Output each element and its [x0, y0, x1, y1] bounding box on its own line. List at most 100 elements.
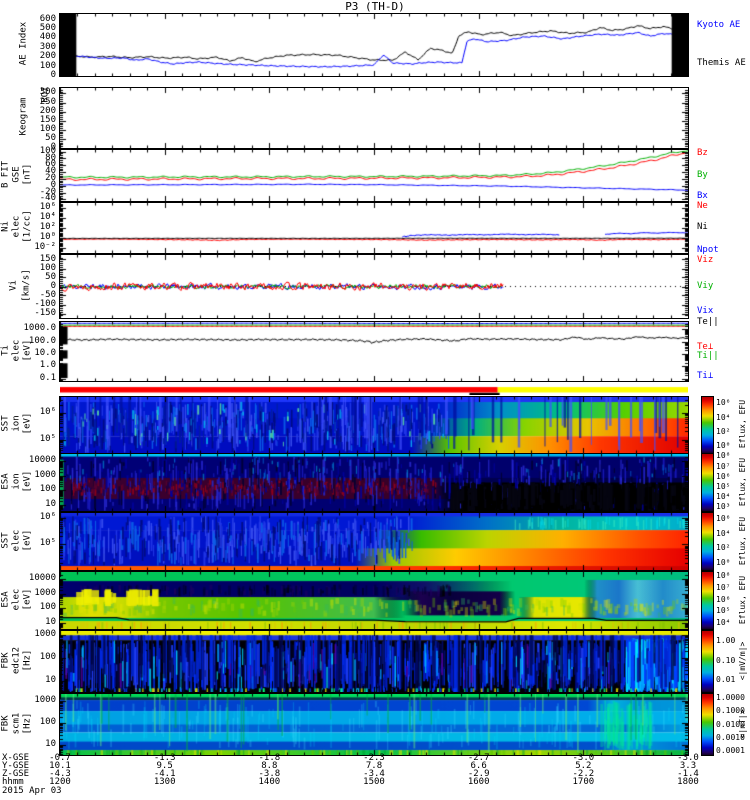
y-tick-label: 10⁶	[39, 511, 56, 522]
y-tick-label: 10	[45, 617, 56, 628]
colorbar-tick-label: 0.10	[716, 655, 736, 665]
axis-value: 5.2	[575, 761, 592, 771]
colorbar-tick-label: 10⁴	[716, 412, 731, 422]
panel-sst-elec	[59, 512, 689, 571]
panel-velocity	[59, 254, 689, 319]
axis-row-label: Z-GSE	[2, 769, 30, 779]
y-tick-label: 1000.0	[23, 323, 56, 334]
colorbar-tick-label: 10⁵	[716, 482, 731, 492]
colorbar-tick-label: 10⁶	[716, 471, 731, 481]
series-label: Te⊥	[697, 341, 714, 352]
axis-value: -4.3	[49, 769, 71, 779]
panel-fbk-edc12	[59, 630, 689, 693]
axis-value: -1.4	[677, 769, 699, 779]
y-tick-label: 1000	[34, 695, 56, 706]
series-label: Themis AE	[697, 57, 746, 68]
colorbar-tick-label: 10⁶	[716, 514, 731, 524]
colorbar-unit-label: <|nT|>	[738, 709, 747, 738]
colorbar-tick-label: 0.0010	[716, 733, 745, 743]
y-tick-label: 500	[39, 23, 56, 34]
panel-b-fit	[59, 149, 689, 202]
colorbar-tick-label: 10³	[716, 502, 731, 512]
panel-fbk-scm1	[59, 693, 689, 756]
axis-value: 1700	[572, 777, 595, 787]
y-tick-label: 0.1	[39, 372, 56, 383]
colorbar-tick-label: 10⁸	[716, 451, 731, 461]
colorbar-tick-label: 1.0000	[716, 692, 745, 702]
series-label: Ti⊥	[697, 371, 714, 382]
colorbar-tick-label: 0.01	[716, 675, 736, 685]
axis-value: 1400	[258, 777, 281, 787]
y-tick-label: -50	[39, 289, 56, 300]
y-tick-label: 0	[50, 70, 56, 80]
y-tick-label: 40	[45, 166, 56, 177]
y-tick-label: 1000	[34, 470, 56, 481]
y-tick-label: 1000	[34, 629, 56, 640]
y-tick-label: 10⁰	[39, 232, 56, 242]
axis-value: 10.1	[49, 761, 71, 771]
axis-date: 2015 Apr 03	[2, 786, 62, 796]
axis-value: 1500	[363, 777, 385, 787]
y-tick-label: 100.0	[28, 335, 56, 346]
y-tick-label: 60	[45, 159, 56, 170]
series-label: Kyoto AE	[697, 20, 741, 31]
y-tick-label: -40	[39, 193, 56, 204]
colorbar-tick-label: 10⁷	[716, 461, 731, 471]
axis-value: -2.9	[467, 769, 490, 779]
y-tick-label: 100	[39, 602, 56, 613]
y-tick-label: -150	[34, 307, 56, 318]
y-tick-label: 100	[39, 652, 56, 663]
axis-value: -2.3	[363, 753, 385, 763]
axis-value: -0.7	[49, 753, 71, 763]
panel-ae-index	[59, 13, 689, 77]
axis-value: 1300	[153, 777, 176, 787]
series-label: Bx	[697, 190, 708, 201]
colorbar-tick-label: 10⁸	[716, 570, 731, 580]
colorbar-tick-label: 10⁴	[716, 492, 731, 502]
colorbar-sst-elec	[701, 512, 714, 571]
axis-value: 1600	[467, 777, 490, 787]
y-tick-label: 1000	[34, 588, 56, 599]
y-tick-label: -20	[39, 186, 56, 197]
y-tick-label: 400	[39, 32, 56, 43]
axis-value: -4.1	[153, 769, 176, 779]
colorbar-tick-label: 10²	[716, 426, 731, 436]
y-tick-label: 20	[45, 172, 56, 183]
panel-esa-ion	[59, 453, 689, 512]
axis-row-label: hhmm	[2, 777, 24, 787]
y-tick-label: 300	[39, 41, 56, 52]
y-tick-label: 10⁻²	[34, 242, 56, 252]
y-tick-label: 100	[39, 717, 56, 728]
y-tick-label: 600	[39, 13, 56, 24]
series-label: Te||	[697, 317, 719, 328]
y-tick-label: 50	[45, 271, 56, 282]
y-tick-label: 10000	[28, 455, 56, 466]
axis-value: -3.4	[363, 769, 385, 779]
axis-value: 1800	[677, 777, 699, 787]
axis-value: 8.8	[261, 761, 278, 771]
colorbar-tick-label: 10⁷	[716, 582, 731, 592]
axis-value: -3.0	[677, 753, 699, 763]
colorbar-tick-label: 10²	[716, 543, 731, 553]
colorbar-tick-label: 10⁴	[716, 529, 731, 539]
colorbar-tick-label: 10⁴	[716, 618, 731, 628]
colorbar-tick-label: 10⁵	[716, 606, 731, 616]
series-label: Vix	[697, 305, 714, 316]
y-tick-label: 10.0	[34, 347, 56, 358]
colorbar-sst-ion	[701, 396, 714, 454]
y-tick-label: 10⁵	[39, 433, 56, 444]
y-tick-label: 10	[45, 499, 56, 510]
series-label: Ni	[697, 222, 708, 232]
colorbar-tick-label: 1.00	[716, 635, 736, 645]
panel-sample-rate-bar	[60, 386, 688, 395]
y-tick-label: 50	[45, 132, 56, 143]
colorbar-tick-label: 0.1000	[716, 706, 745, 716]
panel-temperature	[59, 321, 689, 382]
colorbar-tick-label: 10⁶	[716, 594, 731, 604]
axis-value: -2.7	[467, 753, 490, 763]
colorbar-fbk-scm1	[701, 693, 714, 756]
y-tick-label: 250	[39, 96, 56, 107]
series-label: Viz	[697, 255, 714, 266]
y-tick-label: 80	[45, 152, 56, 163]
